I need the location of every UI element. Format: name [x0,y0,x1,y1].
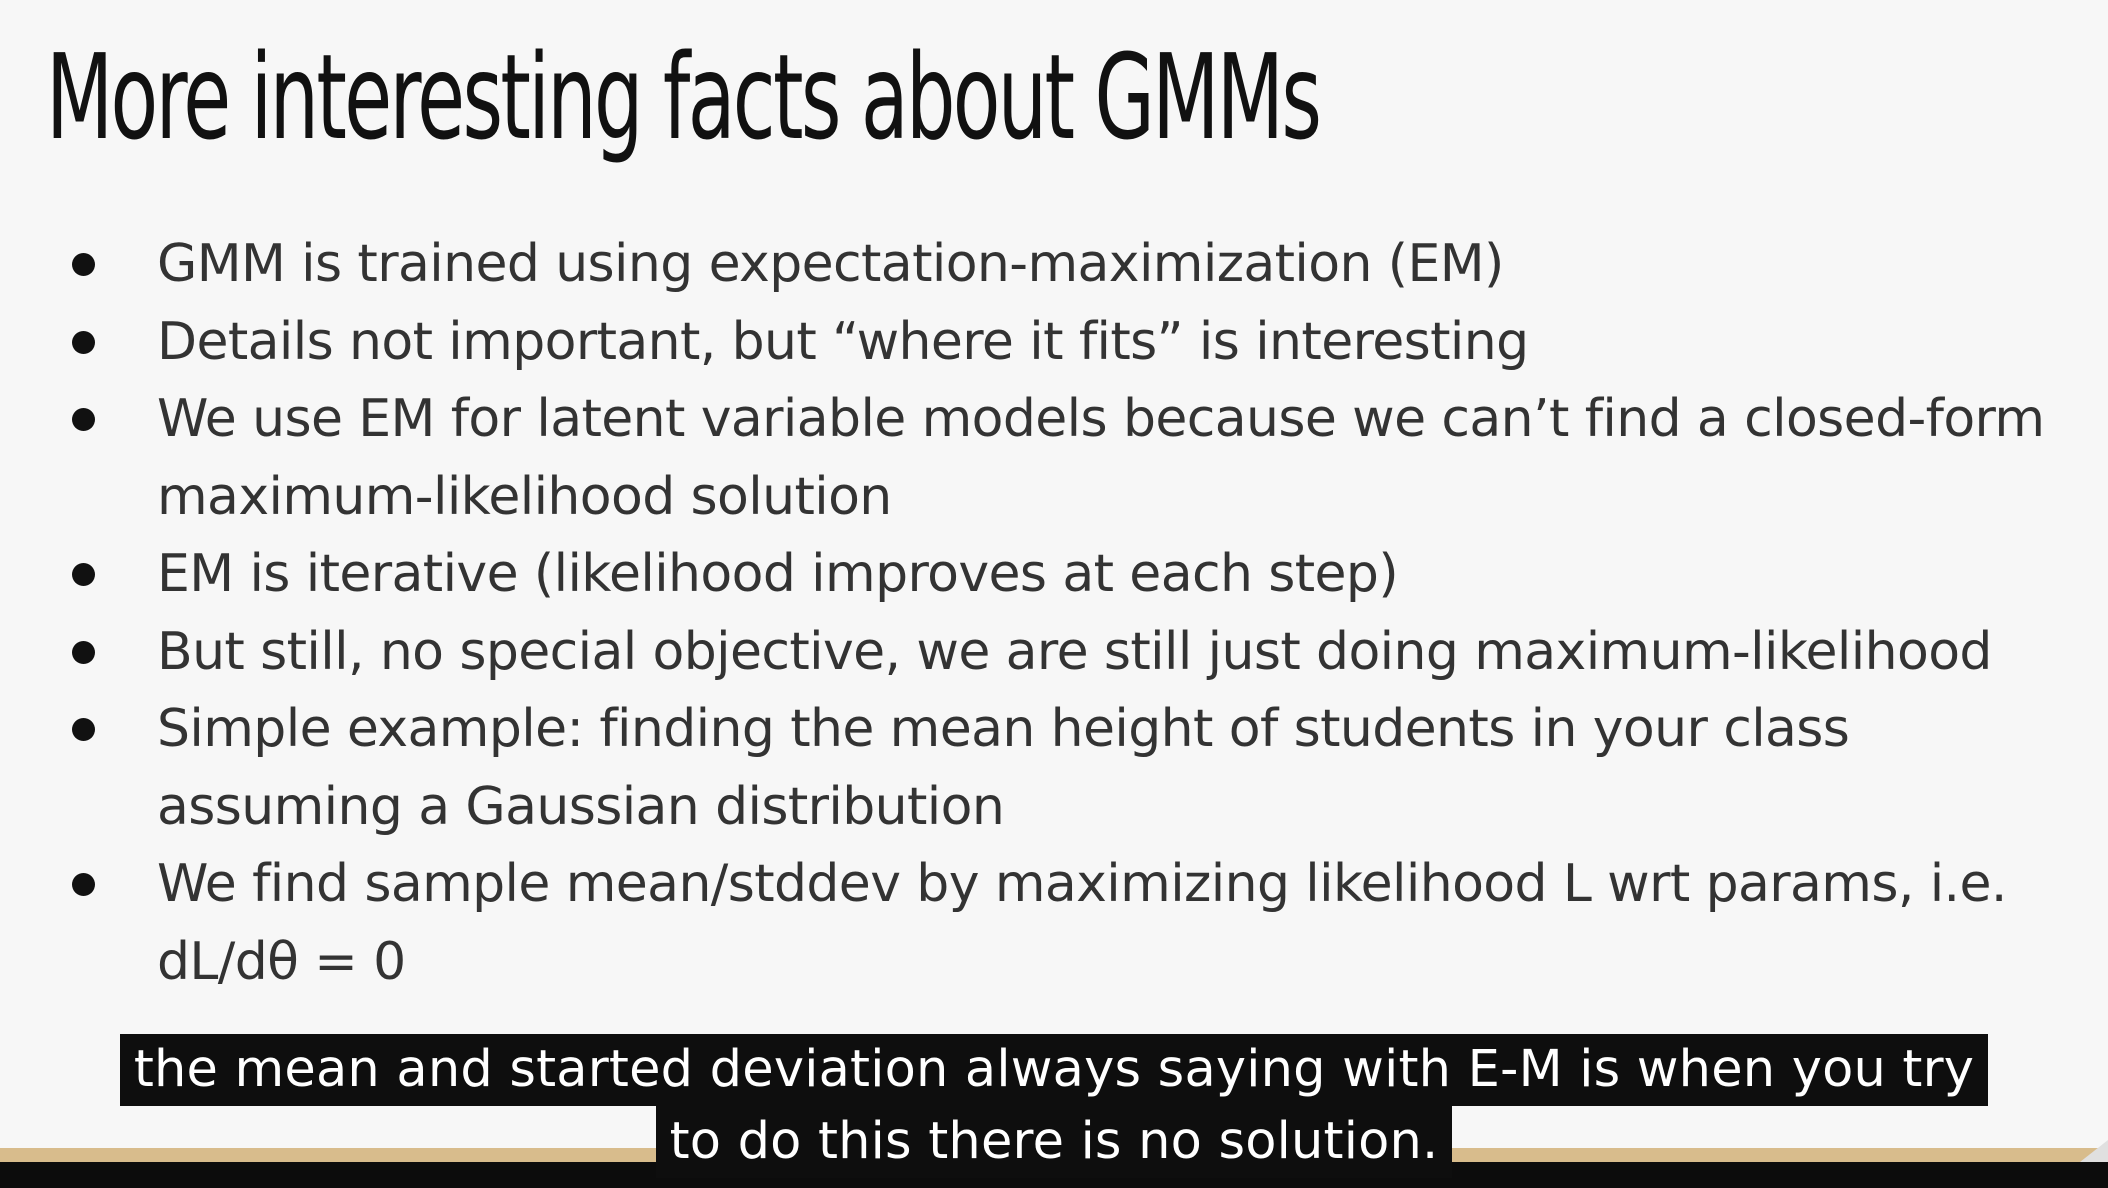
bullet-dot-icon [72,718,95,741]
bullet-dot-icon [72,563,95,586]
bullet-item: Details not important, but “where it fit… [0,304,2108,382]
bullet-item: We use EM for latent variable models bec… [0,381,2108,536]
bullet-dot-icon [72,873,95,896]
bullet-item: GMM is trained using expectation-maximiz… [0,226,2108,304]
bullet-text: Simple example: finding the mean height … [157,699,1850,837]
bullet-text: We find sample mean/stddev by maximizing… [157,854,2007,992]
bullet-dot-icon [72,408,95,431]
bullet-text: EM is iterative (likelihood improves at … [157,544,1399,604]
bullet-dot-icon [72,640,95,664]
bullet-text: GMM is trained using expectation-maximiz… [157,234,1504,294]
slide-title: More interesting facts about GMMs [46,28,1322,166]
subtitle-caption: the mean and started deviation always sa… [0,1034,2108,1178]
bullet-text: Details not important, but “where it fit… [157,311,1529,372]
bullet-dot-icon [72,330,95,354]
bullet-item: We find sample mean/stddev by maximizing… [0,846,2108,1001]
bullet-item: Simple example: finding the mean height … [0,691,2108,846]
bullet-list: GMM is trained using expectation-maximiz… [0,226,2108,1001]
bullet-text: We use EM for latent variable models bec… [157,389,2045,527]
subtitle-line-1: the mean and started deviation always sa… [119,1034,1989,1106]
subtitle-line-2: to do this there is no solution. [655,1106,1453,1178]
bullet-dot-icon [72,253,95,276]
bullet-item: But still, no special objective, we are … [0,614,2108,692]
bullet-item: EM is iterative (likelihood improves at … [0,536,2108,614]
bullet-text: But still, no special objective, we are … [157,621,1992,682]
